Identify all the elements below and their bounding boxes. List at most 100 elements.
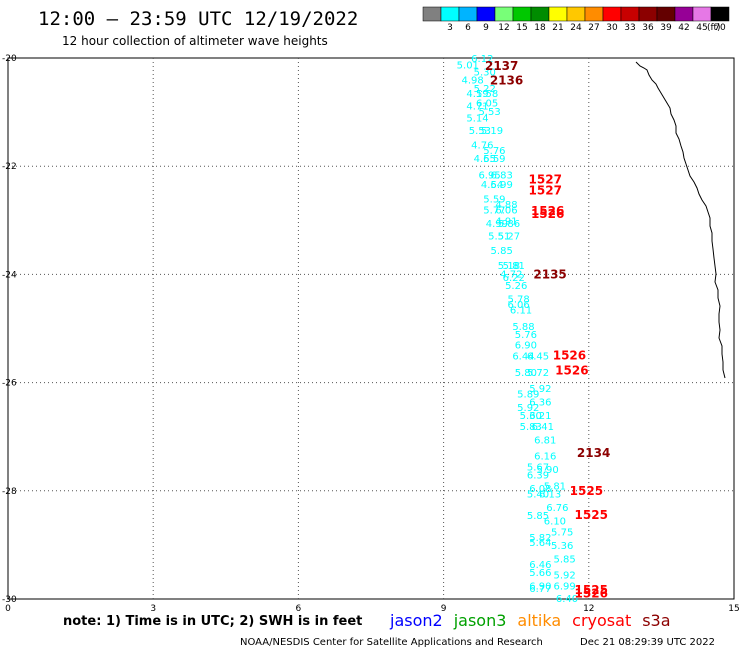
wave-height-label: 5.53 (469, 126, 491, 137)
colorbar-tick-label: 9 (483, 23, 489, 33)
colorbar-tick-label: 12 (498, 23, 509, 33)
wave-height-label: 6.16 (534, 452, 556, 463)
wave-height-label: 5.75 (551, 527, 573, 538)
wave-height-label: 6.06 (495, 205, 517, 216)
colorbar-swatch (458, 6, 478, 22)
wave-height-label: 6.76 (546, 503, 568, 514)
colorbar-tick-label: 33 (624, 23, 635, 33)
colorbar-swatch (548, 6, 568, 22)
x-tick-label: 15 (728, 604, 739, 614)
wave-height-label: 5.30 (520, 411, 542, 422)
wave-height-label: 6.12 (471, 54, 493, 65)
pass-time-label: 1527 (529, 184, 562, 198)
wave-height-label: 6.44 (512, 352, 534, 363)
wave-height-label: 5.59 (483, 154, 505, 165)
satellite-legend-jason2: jason2 (389, 611, 443, 630)
colorbar: 3 6 9 12 15 18 21 24 27 30 33 36 39 42 45 70 (422, 6, 730, 33)
colorbar-unit: (ft) (707, 23, 721, 33)
y-tick-label: -26 (2, 379, 17, 389)
pass-time-label: 1526 (555, 364, 588, 378)
colorbar-tick-label: 42 (678, 23, 689, 33)
chart-subtitle: 12 hour collection of altimeter wave hei… (62, 34, 328, 48)
satellite-legend-jason3: jason3 (453, 611, 507, 630)
pass-time-label: 1525 (575, 583, 608, 597)
wave-height-label: 5.99 (491, 180, 513, 191)
colorbar-tick-label: 24 (570, 23, 582, 33)
colorbar-swatch (530, 6, 550, 22)
wave-height-label: 6.22 (503, 273, 525, 284)
pass-time-label: 2136 (490, 74, 523, 88)
wave-height-label: 5.92 (529, 384, 551, 395)
pass-time-label: 2137 (485, 59, 518, 73)
wave-height-label: 5.22 (474, 84, 496, 95)
colorbar-tick-label: 21 (552, 23, 563, 33)
wave-height-label: 6.06 (507, 300, 529, 311)
wave-height-label: 5.85 (491, 246, 513, 257)
wave-height-label: 4.65 (474, 154, 496, 165)
wave-height-label: 6.08 (529, 484, 551, 495)
satellite-legend-s3a: s3a (642, 611, 670, 630)
wave-height-label: 6.13 (539, 490, 561, 501)
colorbar-swatch (638, 6, 658, 22)
wave-height-label: 5.81 (544, 481, 566, 492)
wave-height-label: 6.99 (553, 581, 575, 592)
wave-height-label: 6.41 (532, 422, 554, 433)
wave-height-label: 5.30 (474, 68, 496, 79)
colorbar-tick-label: 18 (534, 23, 546, 33)
colorbar-swatch (602, 6, 622, 22)
wave-height-label: 5.85 (553, 554, 575, 565)
colorbar-tick-label: 30 (606, 23, 618, 33)
colorbar-swatch (620, 6, 640, 22)
wave-height-label: 5.40 (527, 490, 549, 501)
wave-height-label: 6.05 (476, 98, 498, 109)
footer-note: note: 1) Time is in UTC; 2) SWH is in fe… (63, 614, 362, 629)
wave-height-label: 5.27 (498, 231, 520, 242)
x-tick-label: 3 (150, 604, 156, 614)
wave-height-label: 6.83 (491, 170, 513, 181)
wave-height-label: 5.88 (512, 322, 534, 333)
colorbar-swatch (512, 6, 532, 22)
pass-time-label: 1526 (531, 207, 564, 221)
colorbar-swatch (494, 6, 514, 22)
wave-height-labels: 6.125.015.304.985.224.195.586.054.715.53… (457, 54, 578, 605)
wave-height-label: 5.77 (483, 205, 505, 216)
wave-height-label: 4.99 (486, 219, 508, 230)
wave-height-label: 5.76 (483, 146, 505, 157)
pass-time-label: 2135 (533, 267, 566, 281)
wave-height-label: 6.11 (510, 306, 532, 317)
colorbar-tick-label: 39 (660, 23, 672, 33)
wave-height-label: 4.19 (466, 89, 488, 100)
wave-height-label: 4.91 (495, 216, 517, 227)
satellite-legend-altika: altika (517, 611, 561, 630)
wave-height-label: 6.21 (529, 411, 551, 422)
wave-height-label: 6.36 (529, 398, 551, 409)
chart-title: 12:00 – 23:59 UTC 12/19/2022 (38, 8, 358, 30)
wave-height-label: 5.83 (520, 422, 542, 433)
wave-height-label: 6.95 (478, 170, 500, 181)
wave-height-label: 5.51 (488, 231, 510, 242)
wave-height-label: 5.14 (466, 114, 488, 125)
colorbar-swatch (566, 6, 586, 22)
colorbar-swatch (440, 6, 460, 22)
x-tick-label: 12 (583, 604, 594, 614)
wave-height-label: 5.82 (529, 533, 551, 544)
colorbar-tick-label: 36 (642, 23, 654, 33)
wave-height-label: 5.19 (481, 126, 503, 137)
satellite-legend: jason2 jason3 altika cryosat s3a (389, 611, 671, 630)
colorbar-tick-label: 6 (465, 23, 471, 33)
wave-height-label: 5.58 (476, 89, 498, 100)
axis-ticks: 0 3 6 9 12 15 -20 -22 -24 -26 -28 -30 (2, 54, 740, 614)
satellite-legend-cryosat: cryosat (572, 611, 631, 630)
wave-height-label: 4.88 (495, 200, 517, 211)
pass-time-labels: 2137213615271527152615262135152615262134… (485, 59, 610, 600)
pass-time-label: 1527 (529, 173, 562, 187)
wave-height-label: 5.85 (527, 511, 549, 522)
pass-time-label: 1526 (553, 349, 586, 363)
pass-time-label: 2134 (577, 446, 610, 460)
pass-time-label: 1526 (575, 587, 608, 601)
wave-height-label: 4.72 (500, 269, 522, 280)
colorbar-swatch (476, 6, 496, 22)
wave-height-label: 5.67 (527, 462, 549, 473)
colorbar-swatch (584, 6, 604, 22)
y-tick-label: -24 (2, 270, 17, 280)
